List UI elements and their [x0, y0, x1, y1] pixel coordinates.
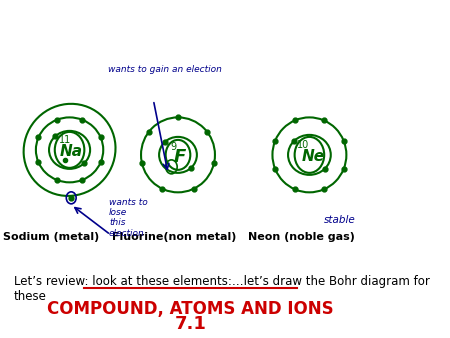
- Text: 10: 10: [297, 140, 309, 150]
- Text: 9: 9: [170, 142, 176, 152]
- Text: F: F: [174, 148, 186, 166]
- Text: stable: stable: [324, 215, 356, 225]
- Text: Neon (noble gas): Neon (noble gas): [248, 232, 355, 242]
- Text: Fluorine(non metal): Fluorine(non metal): [112, 232, 236, 242]
- Text: Sodium (metal): Sodium (metal): [3, 232, 99, 242]
- Text: wants to gain an election: wants to gain an election: [108, 65, 222, 74]
- Text: COMPOUND, ATOMS AND IONS: COMPOUND, ATOMS AND IONS: [47, 300, 333, 318]
- Text: Ne: Ne: [302, 149, 325, 164]
- Text: wants to
lose
this
election: wants to lose this election: [109, 198, 148, 238]
- Text: Na: Na: [60, 144, 83, 160]
- Text: 11: 11: [58, 135, 71, 145]
- Text: 7.1: 7.1: [175, 315, 206, 333]
- Text: Let’s review: look at these elements:…let’s draw the Bohr diagram for
these: Let’s review: look at these elements:…le…: [14, 275, 430, 303]
